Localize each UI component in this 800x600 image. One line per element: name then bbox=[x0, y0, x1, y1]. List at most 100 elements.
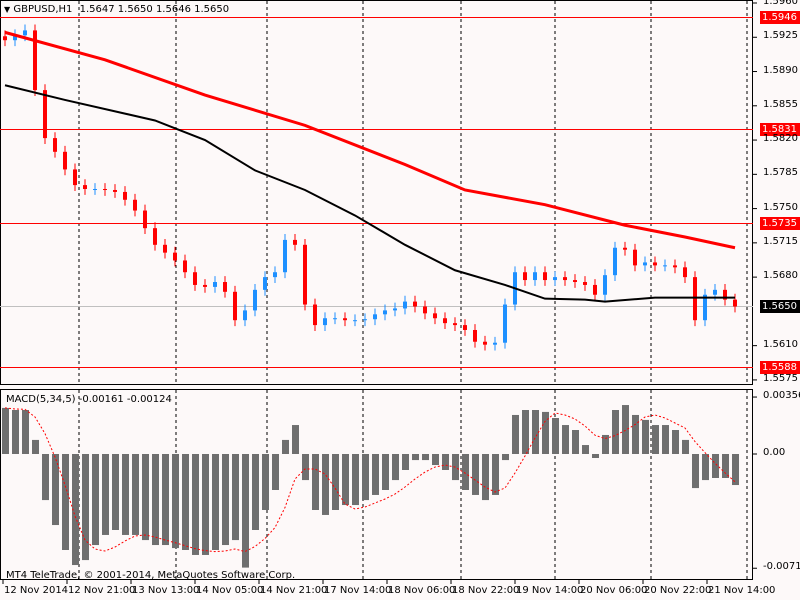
bear-candle bbox=[303, 244, 307, 305]
bear-candle bbox=[123, 191, 127, 200]
price-axis-label: 1.5610 bbox=[763, 338, 798, 350]
macd-histogram-bar bbox=[372, 454, 379, 495]
macd-histogram-bar bbox=[592, 454, 599, 458]
macd-histogram-bar bbox=[562, 425, 569, 454]
chart-header: ▼ GBPUSD,H1 1.5647 1.5650 1.5646 1.5650 bbox=[4, 4, 229, 15]
macd-histogram-bar bbox=[122, 454, 129, 535]
macd-histogram-bar bbox=[42, 454, 49, 501]
macd-values: -0.00161 -0.00124 bbox=[78, 394, 172, 405]
macd-histogram-bar bbox=[172, 454, 179, 549]
bull-candle bbox=[213, 282, 217, 287]
macd-histogram-bar bbox=[192, 454, 199, 555]
time-axis-label: 20 Nov 06:00 bbox=[580, 585, 648, 596]
ohlc-values: 1.5647 1.5650 1.5646 1.5650 bbox=[79, 4, 230, 15]
bull-candle bbox=[643, 262, 647, 266]
copyright-text: MT4 TeleTrade, © 2001-2014, MetaQuotes S… bbox=[6, 570, 296, 581]
bear-candle bbox=[593, 284, 597, 295]
bull-candle bbox=[93, 189, 97, 191]
time-axis-label: 12 Nov 21:00 bbox=[68, 585, 136, 596]
macd-histogram-bar bbox=[482, 454, 489, 501]
time-axis-label: 18 Nov 06:00 bbox=[388, 585, 456, 596]
macd-histogram-bar bbox=[732, 454, 739, 486]
bear-candle bbox=[223, 282, 227, 292]
macd-histogram-bar bbox=[2, 407, 9, 454]
bull-candle bbox=[503, 304, 507, 343]
macd-histogram-bar bbox=[102, 454, 109, 535]
bull-candle bbox=[493, 342, 497, 345]
macd-histogram-bar bbox=[612, 410, 619, 454]
macd-histogram-bar bbox=[602, 434, 609, 454]
price-axis-label: 1.5855 bbox=[763, 98, 798, 110]
collapse-arrow-icon[interactable]: ▼ bbox=[4, 5, 11, 14]
level-price-tag: 1.5946 bbox=[760, 10, 800, 24]
macd-histogram-bar bbox=[52, 454, 59, 526]
macd-histogram-bar bbox=[132, 454, 139, 535]
bear-candle bbox=[443, 318, 447, 324]
bull-candle bbox=[243, 310, 247, 321]
time-axis-label: 20 Nov 22:00 bbox=[644, 585, 712, 596]
macd-histogram-bar bbox=[492, 454, 499, 495]
bull-candle bbox=[383, 310, 387, 315]
macd-pane-frame bbox=[0, 389, 753, 580]
price-axis-label: 1.5960 bbox=[763, 0, 798, 7]
macd-histogram-bar bbox=[422, 454, 429, 461]
macd-histogram-bar bbox=[182, 454, 189, 550]
bear-candle bbox=[113, 189, 117, 192]
bull-candle bbox=[13, 35, 17, 41]
bear-candle bbox=[233, 291, 237, 321]
bear-candle bbox=[673, 265, 677, 268]
bear-candle bbox=[683, 267, 687, 278]
macd-histogram-bar bbox=[672, 430, 679, 454]
bull-candle bbox=[323, 318, 327, 326]
bear-candle bbox=[563, 277, 567, 281]
bear-candle bbox=[33, 30, 37, 91]
macd-histogram-bar bbox=[12, 410, 19, 454]
macd-histogram-bar bbox=[272, 454, 279, 490]
bull-candle bbox=[403, 301, 407, 309]
time-axis-label: 13 Nov 13:00 bbox=[132, 585, 200, 596]
time-axis-label: 17 Nov 14:00 bbox=[324, 585, 392, 596]
macd-histogram-bar bbox=[582, 445, 589, 454]
macd-histogram-bar bbox=[652, 425, 659, 454]
price-pane-frame bbox=[0, 0, 753, 385]
time-axis-label: 18 Nov 22:00 bbox=[452, 585, 520, 596]
bear-candle bbox=[633, 249, 637, 266]
price-axis-label: 1.5890 bbox=[763, 64, 798, 76]
macd-histogram-bar bbox=[142, 454, 149, 541]
macd-histogram-bar bbox=[552, 418, 559, 454]
macd-histogram-bar bbox=[62, 454, 69, 550]
macd-histogram-bar bbox=[532, 410, 539, 454]
macd-histogram-bar bbox=[442, 454, 449, 470]
macd-histogram-bar bbox=[712, 454, 719, 478]
bear-candle bbox=[473, 329, 477, 342]
macd-histogram-bar bbox=[402, 454, 409, 470]
price-axis-label: 1.5750 bbox=[763, 201, 798, 213]
bear-candle bbox=[573, 280, 577, 283]
macd-histogram-bar bbox=[522, 410, 529, 454]
bear-candle bbox=[413, 301, 417, 307]
macd-histogram-bar bbox=[622, 405, 629, 454]
macd-histogram-bar bbox=[352, 454, 359, 506]
bear-candle bbox=[103, 189, 107, 191]
macd-histogram-bar bbox=[632, 414, 639, 454]
macd-label: MACD(5,34,5) bbox=[6, 394, 76, 405]
bear-candle bbox=[83, 185, 87, 190]
bear-candle bbox=[423, 306, 427, 314]
level-price-tag: 1.5831 bbox=[760, 122, 800, 136]
macd-histogram-bar bbox=[242, 454, 249, 568]
ma-slow-line bbox=[4, 30, 736, 250]
time-axis-label: 12 Nov 2014 bbox=[4, 585, 69, 596]
macd-histogram-bar bbox=[232, 454, 239, 541]
macd-histogram-bar bbox=[162, 454, 169, 546]
macd-histogram-bar bbox=[412, 454, 419, 461]
bear-candle bbox=[653, 262, 657, 266]
time-axis-label: 21 Nov 14:00 bbox=[708, 585, 776, 596]
bull-candle bbox=[393, 308, 397, 311]
bull-candle bbox=[23, 30, 27, 36]
macd-histogram-bar bbox=[512, 414, 519, 454]
ma-fast-line bbox=[4, 84, 735, 303]
price-axis-label: 1.5575 bbox=[763, 372, 798, 384]
bear-candle bbox=[183, 260, 187, 273]
macd-histogram-bar bbox=[432, 454, 439, 466]
